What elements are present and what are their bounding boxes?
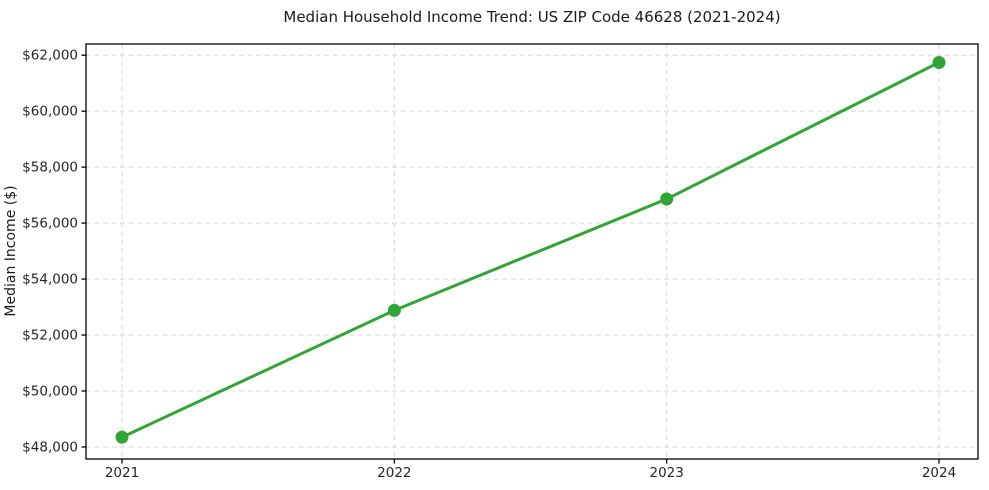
y-tick-label: $50,000: [22, 383, 78, 399]
data-point-2024: [932, 55, 946, 69]
x-tick-label: 2021: [105, 465, 139, 481]
data-point-2022: [387, 303, 401, 317]
plot-border: [85, 43, 979, 460]
x-tick-label: 2024: [922, 465, 956, 481]
y-tick-label: $52,000: [22, 328, 78, 344]
data-point-2021: [115, 430, 129, 444]
y-tick-label: $54,000: [22, 272, 78, 288]
trend-line: [120, 60, 941, 439]
gridlines: [86, 44, 978, 459]
chart-title: Median Household Income Trend: US ZIP Co…: [283, 8, 780, 26]
x-tick-label: 2023: [649, 465, 683, 481]
data-point-2023: [660, 192, 674, 206]
y-tick-label: $62,000: [22, 48, 78, 64]
y-tick-label: $56,000: [22, 216, 78, 232]
y-tick-label: $60,000: [22, 104, 78, 120]
data-series: [115, 55, 946, 444]
y-tick-label: $48,000: [22, 439, 78, 455]
y-axis-label: Median Income ($): [3, 185, 19, 316]
y-tick-label: $58,000: [22, 160, 78, 176]
x-tick-label: 2022: [377, 465, 411, 481]
axis-ticks: $48,000 $50,000 $52,000 $54,000 $56,000 $58,0…: [22, 48, 956, 481]
